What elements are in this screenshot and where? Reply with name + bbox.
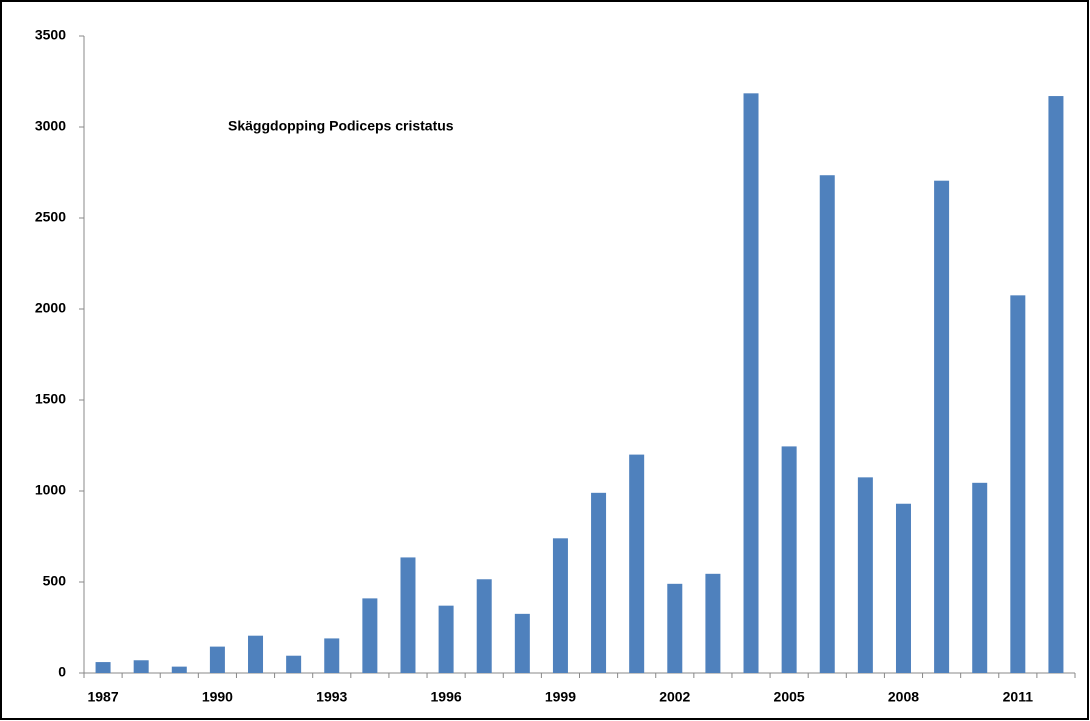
x-tick-label: 1990 xyxy=(202,689,233,705)
bar xyxy=(972,482,988,673)
chart-title: Skäggdopping Podiceps cristatus xyxy=(228,118,454,134)
bar xyxy=(476,579,492,673)
y-tick-label: 2000 xyxy=(35,300,66,316)
bar xyxy=(743,93,759,673)
x-tick-label: 1999 xyxy=(545,689,576,705)
bar xyxy=(781,446,797,673)
bar xyxy=(362,598,378,673)
bar xyxy=(438,605,454,673)
bar xyxy=(324,638,340,673)
x-tick-label: 2011 xyxy=(1003,689,1034,705)
bar xyxy=(133,660,149,673)
x-tick-label: 1993 xyxy=(316,689,347,705)
bar xyxy=(895,503,911,673)
bar xyxy=(171,666,187,673)
bar xyxy=(857,477,873,673)
y-tick-label: 500 xyxy=(43,573,67,589)
y-tick-label: 3000 xyxy=(35,118,66,134)
x-tick-label: 1987 xyxy=(87,689,118,705)
x-tick-label: 2008 xyxy=(888,689,919,705)
bar xyxy=(209,646,225,673)
bar xyxy=(629,454,645,673)
bar xyxy=(591,492,607,673)
bar xyxy=(1010,295,1026,673)
bar xyxy=(705,573,721,673)
bar xyxy=(95,662,111,673)
bar xyxy=(286,655,302,673)
bar xyxy=(934,180,950,673)
y-tick-label: 1500 xyxy=(35,391,66,407)
bar xyxy=(667,583,683,673)
x-tick-label: 2002 xyxy=(659,689,690,705)
x-tick-label: 2005 xyxy=(774,689,805,705)
y-tick-label: 3500 xyxy=(35,27,66,43)
bar xyxy=(514,613,530,673)
bar xyxy=(400,557,416,673)
x-tick-label: 1996 xyxy=(431,689,462,705)
y-tick-label: 0 xyxy=(58,664,66,680)
y-tick-label: 2500 xyxy=(35,209,66,225)
bar xyxy=(1048,96,1064,673)
bar xyxy=(248,635,264,673)
bar xyxy=(819,175,835,674)
bar xyxy=(552,538,568,673)
y-tick-label: 1000 xyxy=(35,482,66,498)
